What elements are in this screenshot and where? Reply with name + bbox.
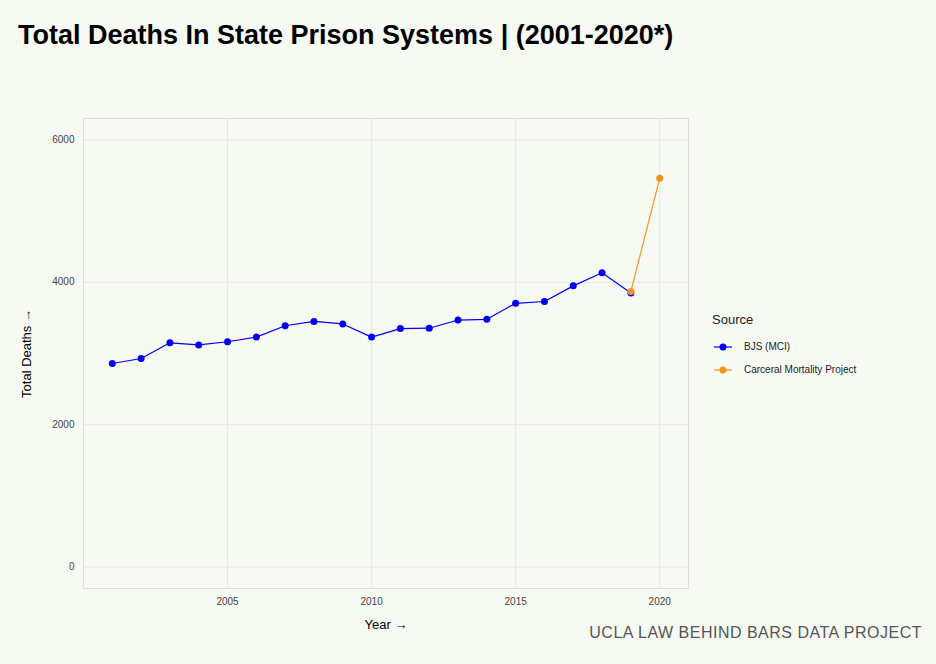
svg-text:Total Deaths →: Total Deaths →: [19, 309, 34, 398]
svg-text:2020: 2020: [649, 596, 672, 607]
html-text:Carceral Mortality Project: Carceral Mortality Project: [744, 364, 857, 375]
html-text:Total Deaths In State Prison S: Total Deaths In State Prison Systems | (…: [18, 20, 674, 50]
svg-text:2010: 2010: [360, 596, 383, 607]
svg-text:2000: 2000: [52, 419, 75, 430]
svg-text:Year →: Year →: [365, 617, 408, 632]
html-text:BJS (MCI): BJS (MCI): [744, 341, 791, 352]
svg-text:6000: 6000: [52, 134, 75, 145]
svg-text:0: 0: [69, 561, 75, 572]
html-text:UCLA LAW BEHIND BARS DATA PROJ: UCLA LAW BEHIND BARS DATA PROJECT: [589, 624, 922, 641]
svg-text:2015: 2015: [505, 596, 528, 607]
svg-text:2005: 2005: [216, 596, 239, 607]
svg-text:4000: 4000: [52, 276, 75, 287]
html-text:Source: Source: [712, 312, 754, 327]
